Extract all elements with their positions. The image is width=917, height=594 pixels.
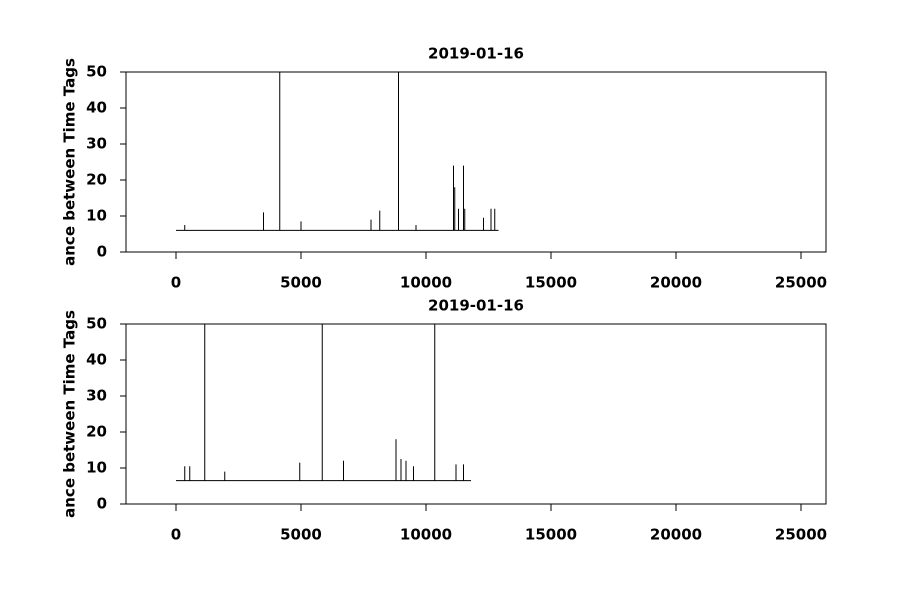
x-tick-label: 15000 [525,526,577,544]
y-tick-label: 50 [86,63,107,81]
y-tick-label: 10 [86,207,107,225]
y-tick-label: 10 [86,459,107,477]
x-tick-label: 0 [171,526,181,544]
y-tick-label: 0 [97,495,107,513]
y-tick-label: 20 [86,423,107,441]
y-tick-label: 0 [97,243,107,261]
y-tick-label: 40 [86,351,107,369]
x-tick-label: 25000 [775,526,827,544]
data-line [176,324,471,482]
plot-frame [125,323,827,505]
x-tick-label: 25000 [775,274,827,292]
chart-title: 2019-01-16 [428,45,524,63]
y-tick-label: 50 [86,315,107,333]
x-tick-label: 0 [171,274,181,292]
x-tick-label: 15000 [525,274,577,292]
y-tick-label: 30 [86,135,107,153]
x-tick-label: 10000 [400,274,452,292]
chart-title: 2019-01-16 [428,297,524,315]
y-tick-label: 20 [86,171,107,189]
y-tick-label: 30 [86,387,107,405]
y-axis-label: ance between Time Tags [61,58,79,266]
y-axis-label: ance between Time Tags [61,310,79,518]
x-tick-label: 5000 [280,526,322,544]
data-line [176,72,499,231]
x-tick-label: 10000 [400,526,452,544]
x-tick-label: 20000 [650,274,702,292]
y-tick-label: 40 [86,99,107,117]
x-tick-label: 20000 [650,526,702,544]
plot-frame [125,71,827,253]
x-tick-label: 5000 [280,274,322,292]
